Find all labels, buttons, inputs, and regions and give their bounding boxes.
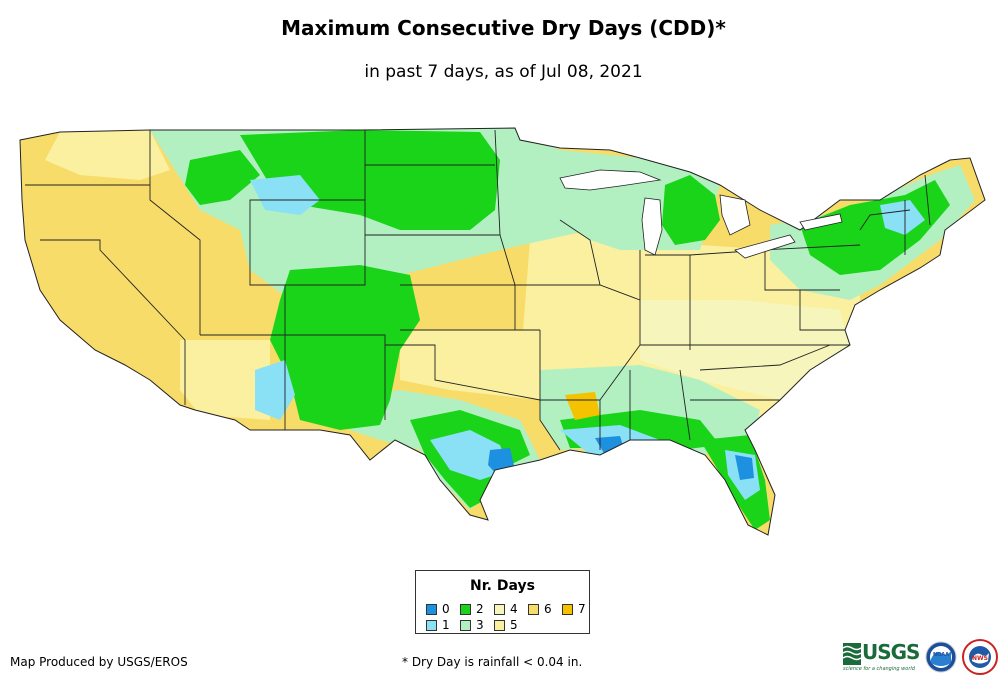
legend-item: 7 (562, 602, 586, 616)
svg-text:NWS: NWS (972, 655, 988, 662)
map-subtitle: in past 7 days, as of Jul 08, 2021 (364, 62, 643, 82)
map-title: Maximum Consecutive Dry Days (CDD)* (281, 16, 726, 40)
zone-michigan-2 (662, 175, 720, 245)
zone-southeast-4 (640, 300, 850, 400)
state-boundaries (25, 129, 931, 451)
legend: Nr. Days 0 1 2 3 4 5 6 7 (415, 570, 590, 634)
usgs-wave-icon (843, 643, 861, 665)
usgs-logo: USGS science for a changing world (843, 640, 920, 674)
legend-swatch (460, 619, 471, 631)
legend-label: 0 (442, 602, 450, 616)
zone-gulfcoast-1 (430, 430, 510, 480)
usgs-tagline: science for a changing world (843, 666, 915, 672)
lake-michigan (641, 197, 663, 256)
legend-swatch (494, 619, 505, 631)
lake-erie (734, 234, 796, 259)
legend-label: 7 (578, 602, 586, 616)
legend-swatch (460, 603, 471, 615)
zone-southwest-5 (180, 340, 270, 420)
zone-mtwest-2 (185, 150, 260, 205)
us-cdd-map (19, 127, 986, 536)
map-credit: Map Produced by USGS/EROS (10, 655, 188, 669)
us-outline (19, 127, 986, 536)
zone-florida-0 (735, 455, 754, 480)
svg-text:NOAA: NOAA (933, 652, 949, 658)
legend-swatch (426, 619, 437, 631)
legend-label: 5 (510, 618, 518, 632)
legend-item: 4 (494, 602, 518, 616)
legend-title: Nr. Days (470, 578, 535, 594)
zone-midsouth-7 (565, 392, 600, 420)
zone-northwest-5 (45, 130, 170, 180)
legend-item: 5 (494, 618, 518, 632)
nws-logo-icon: NWS (962, 639, 998, 675)
legend-swatch (528, 603, 539, 615)
usgs-logo-text: USGS (862, 640, 920, 664)
legend-label: 4 (510, 602, 518, 616)
lake-huron (719, 194, 751, 236)
legend-label: 1 (442, 618, 450, 632)
legend-item: 3 (460, 618, 484, 632)
legend-swatch (494, 603, 505, 615)
legend-item: 2 (460, 602, 484, 616)
lake-ontario (799, 213, 843, 231)
legend-label: 2 (476, 602, 484, 616)
legend-item: 1 (426, 618, 450, 632)
zone-newengland-1 (880, 200, 925, 235)
lake-superior (559, 169, 662, 191)
zone-wyoming-1 (250, 175, 320, 215)
legend-label: 6 (544, 602, 552, 616)
dry-day-footnote: * Dry Day is rainfall < 0.04 in. (402, 655, 583, 669)
legend-item: 0 (426, 602, 450, 616)
legend-label: 3 (476, 618, 484, 632)
legend-swatch (562, 603, 573, 615)
zone-colorado-nm-2 (270, 265, 420, 430)
legend-swatch (426, 603, 437, 615)
noaa-logo-icon: NOAA (925, 641, 957, 673)
legend-item: 6 (528, 602, 552, 616)
